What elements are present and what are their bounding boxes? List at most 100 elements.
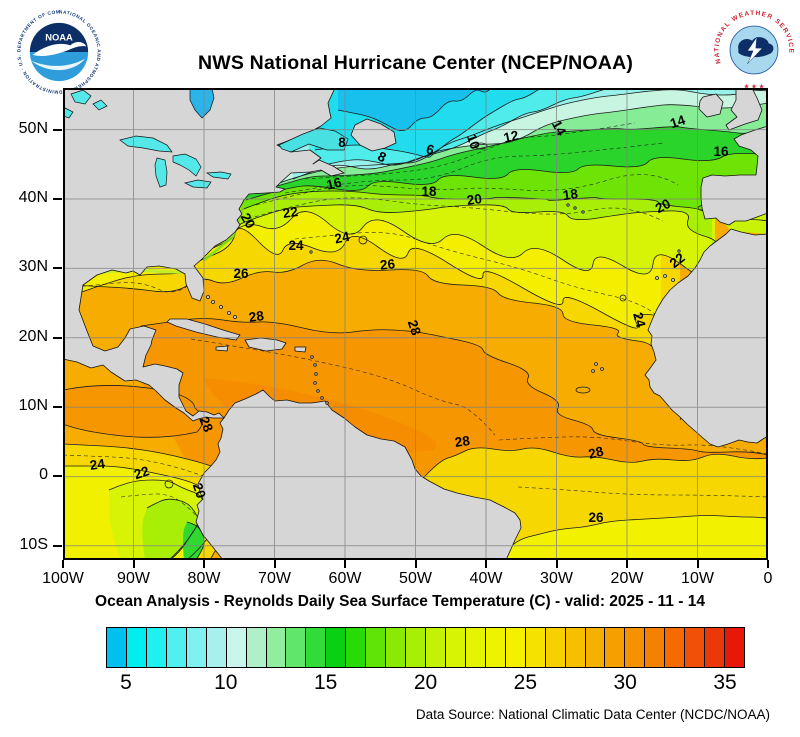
colorbar-cell <box>624 628 645 667</box>
y-axis-label: 0 <box>39 466 48 484</box>
colorbar-cell <box>564 628 585 667</box>
x-axis-label: 100W <box>42 570 84 587</box>
land-north-south-america <box>63 88 522 560</box>
noaa-wordmark: NOAA <box>45 32 73 43</box>
colorbar-cell <box>145 628 166 667</box>
contour-label: 14 <box>668 112 687 131</box>
contour-label: 22 <box>282 204 299 221</box>
land-puerto-rico <box>294 346 307 353</box>
lake-huron <box>172 153 202 177</box>
colorbar-cell <box>205 628 226 667</box>
colorbar-cell <box>265 628 286 667</box>
land-jamaica <box>215 345 229 352</box>
inland-waters <box>63 88 349 189</box>
colorbar-cell <box>185 628 206 667</box>
y-axis-tick <box>53 128 62 131</box>
x-axis-tick <box>414 560 417 568</box>
south-band-24c <box>493 515 768 560</box>
x-axis-label: 90W <box>117 570 150 587</box>
contour-label: 8 <box>338 135 346 150</box>
contour-label: 20 <box>238 210 259 231</box>
colorbar-cell <box>584 628 605 667</box>
contour-label: 20 <box>466 191 483 208</box>
contour-label: 28 <box>248 308 265 325</box>
contour-label: 10 <box>464 132 483 151</box>
colorbar-cell <box>285 628 306 667</box>
colorbar-cell <box>444 628 465 667</box>
colorbar-cell <box>385 628 406 667</box>
colorbar-label: 30 <box>613 671 637 694</box>
colorbar-cell <box>365 628 386 667</box>
contour-label: 26 <box>588 510 604 525</box>
contour-label: 24 <box>630 311 649 330</box>
x-axis-tick <box>62 560 64 568</box>
land-great-britain <box>725 88 763 131</box>
colorbar-cell <box>604 628 625 667</box>
contour-label: 28 <box>405 318 424 337</box>
contour-label: 28 <box>587 443 606 461</box>
lake-ontario <box>205 171 232 180</box>
nws-lightning-icon <box>747 36 763 64</box>
contour-label: 22 <box>132 463 151 482</box>
colorbar-cell <box>664 628 685 667</box>
x-axis-tick <box>273 560 276 568</box>
colorbar-label: 20 <box>413 671 438 694</box>
colorbar-labels: 5 10 15 20 25 30 35 <box>106 671 745 697</box>
y-axis-tick <box>53 197 62 200</box>
y-axis-tick <box>53 475 62 478</box>
x-axis-tick <box>485 560 487 568</box>
colorbar-label: 15 <box>313 671 338 694</box>
contour-label: 28 <box>196 415 216 435</box>
contour-label: 28 <box>454 433 471 450</box>
lake-winnipeg <box>70 89 92 105</box>
colorbar-cell <box>425 628 445 667</box>
colorbar-label: 35 <box>713 671 737 694</box>
x-axis-label: 80W <box>187 570 221 587</box>
y-axis-label: 40N <box>18 188 48 206</box>
x-axis-tick <box>132 560 135 568</box>
colorbar-cell <box>325 628 346 667</box>
colorbar-cell <box>644 628 665 667</box>
colorbar-label: 5 <box>120 671 132 694</box>
colorbar-cell <box>504 628 525 667</box>
colorbar-cell <box>245 628 266 667</box>
colorbar-cell <box>125 628 146 667</box>
x-axis-label: 40W <box>469 570 503 587</box>
band-4c <box>338 88 491 131</box>
contour-label: 22 <box>667 250 688 271</box>
colorbar-cell <box>345 628 366 667</box>
latitude-axis: 50N 40N 30N 20N 10N 0 10S <box>0 88 62 560</box>
contour-label: 18 <box>421 184 437 199</box>
y-axis-tick <box>53 406 62 409</box>
lake-michigan <box>154 157 168 188</box>
noaa-wave-icon <box>30 58 86 71</box>
colorbar-cell <box>464 628 485 667</box>
nws-logo: NATIONAL WEATHER SERVICE ★ ★ ★ <box>714 10 794 91</box>
data-source-note: Data Source: National Climatic Data Cent… <box>415 707 770 722</box>
page-title: NWS National Hurricane Center (NCEP/NOAA… <box>197 52 634 74</box>
colorbar-cell <box>684 628 705 667</box>
y-axis-tick <box>53 544 62 547</box>
map-frame <box>63 88 768 560</box>
x-axis-tick <box>555 560 558 568</box>
noaa-logo: NATIONAL OCEANIC AND ATMOSPHERIC ADMINIS… <box>16 9 101 94</box>
x-axis-tick <box>626 560 628 568</box>
pacific-band-18c <box>183 522 205 560</box>
land-newfoundland <box>350 118 397 152</box>
land-hispaniola <box>244 337 287 352</box>
colorbar-cell <box>544 628 565 667</box>
lake-manitoba <box>92 99 108 111</box>
contour-label: 26 <box>233 266 249 281</box>
contour-label: 20 <box>653 196 673 216</box>
x-axis-label: 60W <box>328 570 362 587</box>
contour-label: 16 <box>713 144 729 159</box>
land-ireland <box>698 93 724 118</box>
y-axis-label: 30N <box>18 258 48 276</box>
contour-label: 26 <box>379 256 396 273</box>
analysis-caption: Ocean Analysis - Reynolds Daily Sea Surf… <box>95 593 705 610</box>
x-axis-label: 50W <box>399 570 432 587</box>
y-axis-label: 20N <box>18 327 48 345</box>
